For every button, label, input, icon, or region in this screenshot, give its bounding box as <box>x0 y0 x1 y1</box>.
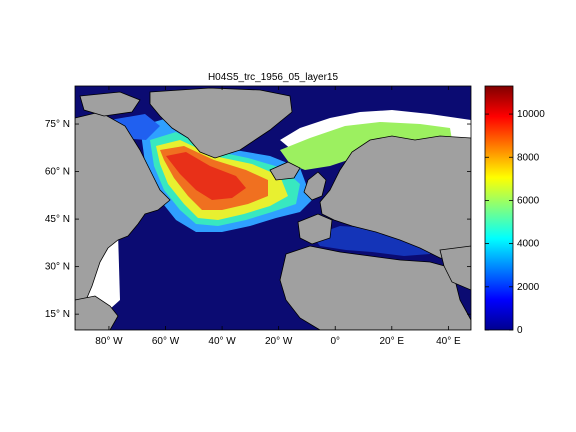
lon-tick-label: 0° <box>330 336 340 347</box>
land <box>75 87 471 330</box>
land-arctic-islands <box>79 91 141 117</box>
lon-tick-label: 20° W <box>265 336 293 347</box>
latitude-ticks: 75° N 60° N 45° N 30° N 15° N <box>45 119 471 320</box>
land-middle-east <box>439 245 471 291</box>
lon-tick-label: 40° E <box>436 336 461 347</box>
lat-tick-label: 45° N <box>45 214 70 225</box>
colorbar-tick-label: 10000 <box>517 109 545 120</box>
colorbar-tick-label: 0 <box>517 325 523 336</box>
lat-tick-label: 60° N <box>45 167 70 178</box>
tracer-mediterranean <box>312 226 430 256</box>
colorbar-tick-label: 8000 <box>517 152 540 163</box>
lat-tick-label: 75° N <box>45 119 70 130</box>
colorbar-tick-label: 4000 <box>517 239 540 250</box>
colorbar-ticks: 0 2000 4000 6000 8000 10000 <box>485 109 545 336</box>
lon-tick-label: 40° W <box>208 336 236 347</box>
colorbar-tick-label: 2000 <box>517 282 540 293</box>
lon-tick-label: 80° W <box>95 336 123 347</box>
colorbar-tick-label: 6000 <box>517 195 540 206</box>
land-central-america <box>75 295 119 330</box>
land-africa <box>279 245 471 330</box>
plot-frame <box>74 85 472 331</box>
plot-title: H04S5_trc_1956_05_layer15 <box>208 72 339 83</box>
map-area <box>75 86 471 330</box>
lon-tick-label: 20° E <box>380 336 405 347</box>
land-iceland <box>269 161 301 181</box>
land-greenland <box>149 87 293 159</box>
lon-tick-label: 60° W <box>152 336 180 347</box>
tracer-plume-peak <box>166 152 246 200</box>
lat-tick-label: 15° N <box>45 309 70 320</box>
lat-tick-label: 30° N <box>45 262 70 273</box>
land-iberia <box>297 213 333 245</box>
longitude-ticks: 80° W 60° W 40° W 20° W 0° 20° E 40° E <box>95 86 461 347</box>
colorbar <box>484 85 514 331</box>
land-british-isles <box>303 171 327 201</box>
land-north-america <box>75 111 171 305</box>
